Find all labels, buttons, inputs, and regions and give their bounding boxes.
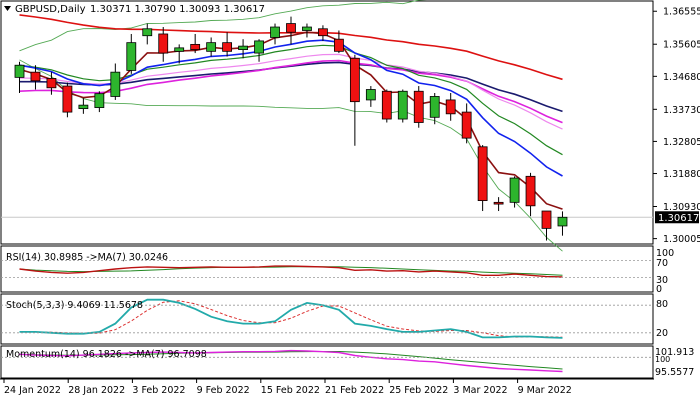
price-tick-label: 1.36555 xyxy=(663,7,700,18)
rsi-line xyxy=(19,265,563,278)
candlesticks xyxy=(14,16,568,241)
momentum-level-high: 101.913 xyxy=(655,347,694,358)
candle xyxy=(302,23,312,38)
momentum-ma-line xyxy=(19,351,563,370)
candle xyxy=(14,61,25,93)
rsi-label: RSI(14) 30.8985 ->MA(7) 30.0246 xyxy=(6,252,168,263)
rsi-level-70: 70 xyxy=(656,258,668,269)
rsi-level-30: 30 xyxy=(656,275,668,286)
candle xyxy=(270,23,280,45)
candle xyxy=(525,172,536,217)
candle xyxy=(461,103,472,144)
candle xyxy=(78,98,89,114)
current-price-marker: 1.30617 xyxy=(655,211,699,224)
candle xyxy=(413,86,424,128)
date-tick-label: 15 Feb 2022 xyxy=(261,385,320,396)
stoch-signal-line xyxy=(19,300,563,338)
ohlc-values: 1.30371 1.30790 1.30093 1.30617 xyxy=(90,4,265,15)
candle xyxy=(381,89,392,123)
candle xyxy=(158,27,169,62)
current-price-label: 1.30617 xyxy=(658,213,699,224)
stoch-label: Stoch(5,3,3) 9.4069 11.5678 xyxy=(6,300,143,311)
price-tick-label: 1.32805 xyxy=(663,137,700,148)
ma-magenta xyxy=(19,59,563,124)
candle xyxy=(110,63,121,100)
momentum-panel xyxy=(1,349,653,373)
date-tick-label: 9 Feb 2022 xyxy=(197,385,250,396)
price-tick-label: 1.30005 xyxy=(663,234,700,245)
stoch-level-20: 20 xyxy=(656,328,668,339)
chart-symbol: GBPUSD,Daily xyxy=(15,4,86,15)
momentum-level-100: 100 xyxy=(655,355,670,364)
date-tick-label: 3 Feb 2022 xyxy=(132,385,185,396)
candle xyxy=(318,25,328,41)
date-tick-label: 21 Feb 2022 xyxy=(325,385,384,396)
price-panel-frame xyxy=(0,0,654,245)
candle xyxy=(349,54,360,146)
momentum-label: Momentum(14) 96.1826 ->MA(7) 96.7098 xyxy=(6,349,207,360)
candle xyxy=(254,39,264,62)
stochastic-panel xyxy=(1,298,653,339)
candle xyxy=(174,44,185,64)
candle xyxy=(126,33,137,74)
candle xyxy=(46,72,57,95)
stoch-main-line xyxy=(19,298,563,339)
candle xyxy=(142,23,153,45)
candle xyxy=(365,86,376,107)
price-axis: 1.36555 1.35605 1.34680 1.33730 1.32805 1.318… xyxy=(653,7,700,245)
stoch-level-80: 80 xyxy=(656,299,668,310)
candle xyxy=(190,33,201,54)
date-tick-label: 28 Jan 2022 xyxy=(68,385,125,396)
candle xyxy=(493,197,504,212)
date-axis: 24 Jan 2022 28 Jan 2022 3 Feb 2022 9 Feb 20… xyxy=(0,378,654,396)
candle xyxy=(333,30,344,54)
candle xyxy=(509,176,520,208)
price-tick-label: 1.30930 xyxy=(663,202,700,213)
candle xyxy=(206,37,217,57)
ma-green xyxy=(19,44,563,156)
date-tick-label: 25 Feb 2022 xyxy=(389,385,448,396)
candle xyxy=(238,39,248,59)
stoch-panel-frame xyxy=(0,293,654,345)
candle xyxy=(62,82,73,118)
price-tick-label: 1.31880 xyxy=(663,169,700,180)
candle xyxy=(477,145,488,212)
price-tick-label: 1.34680 xyxy=(663,72,700,83)
candle xyxy=(541,210,552,241)
price-tick-label: 1.35605 xyxy=(663,40,700,51)
candle xyxy=(445,92,456,121)
rsi-panel-frame xyxy=(0,245,654,293)
rsi-level-0: 0 xyxy=(656,284,662,295)
candle xyxy=(397,89,408,123)
date-tick-label: 9 Mar 2022 xyxy=(518,385,572,396)
candle xyxy=(30,65,41,90)
bollinger-lower-band xyxy=(19,59,563,252)
momentum-line xyxy=(19,349,563,373)
momentum-level-low: 95.5577 xyxy=(655,367,694,378)
date-tick-label: 24 Jan 2022 xyxy=(4,385,61,396)
candle xyxy=(286,16,296,45)
bollinger-upper-band xyxy=(19,0,427,52)
candle xyxy=(429,92,440,125)
candle xyxy=(222,32,233,57)
price-tick-label: 1.33730 xyxy=(663,105,700,116)
date-tick-label: 3 Mar 2022 xyxy=(453,385,507,396)
candle xyxy=(557,211,568,236)
rsi-level-100: 100 xyxy=(656,248,674,259)
momentum-panel-frame xyxy=(0,345,654,379)
candle xyxy=(94,91,105,113)
dropdown-triangle-icon[interactable] xyxy=(4,6,11,11)
rsi-panel xyxy=(1,260,653,278)
